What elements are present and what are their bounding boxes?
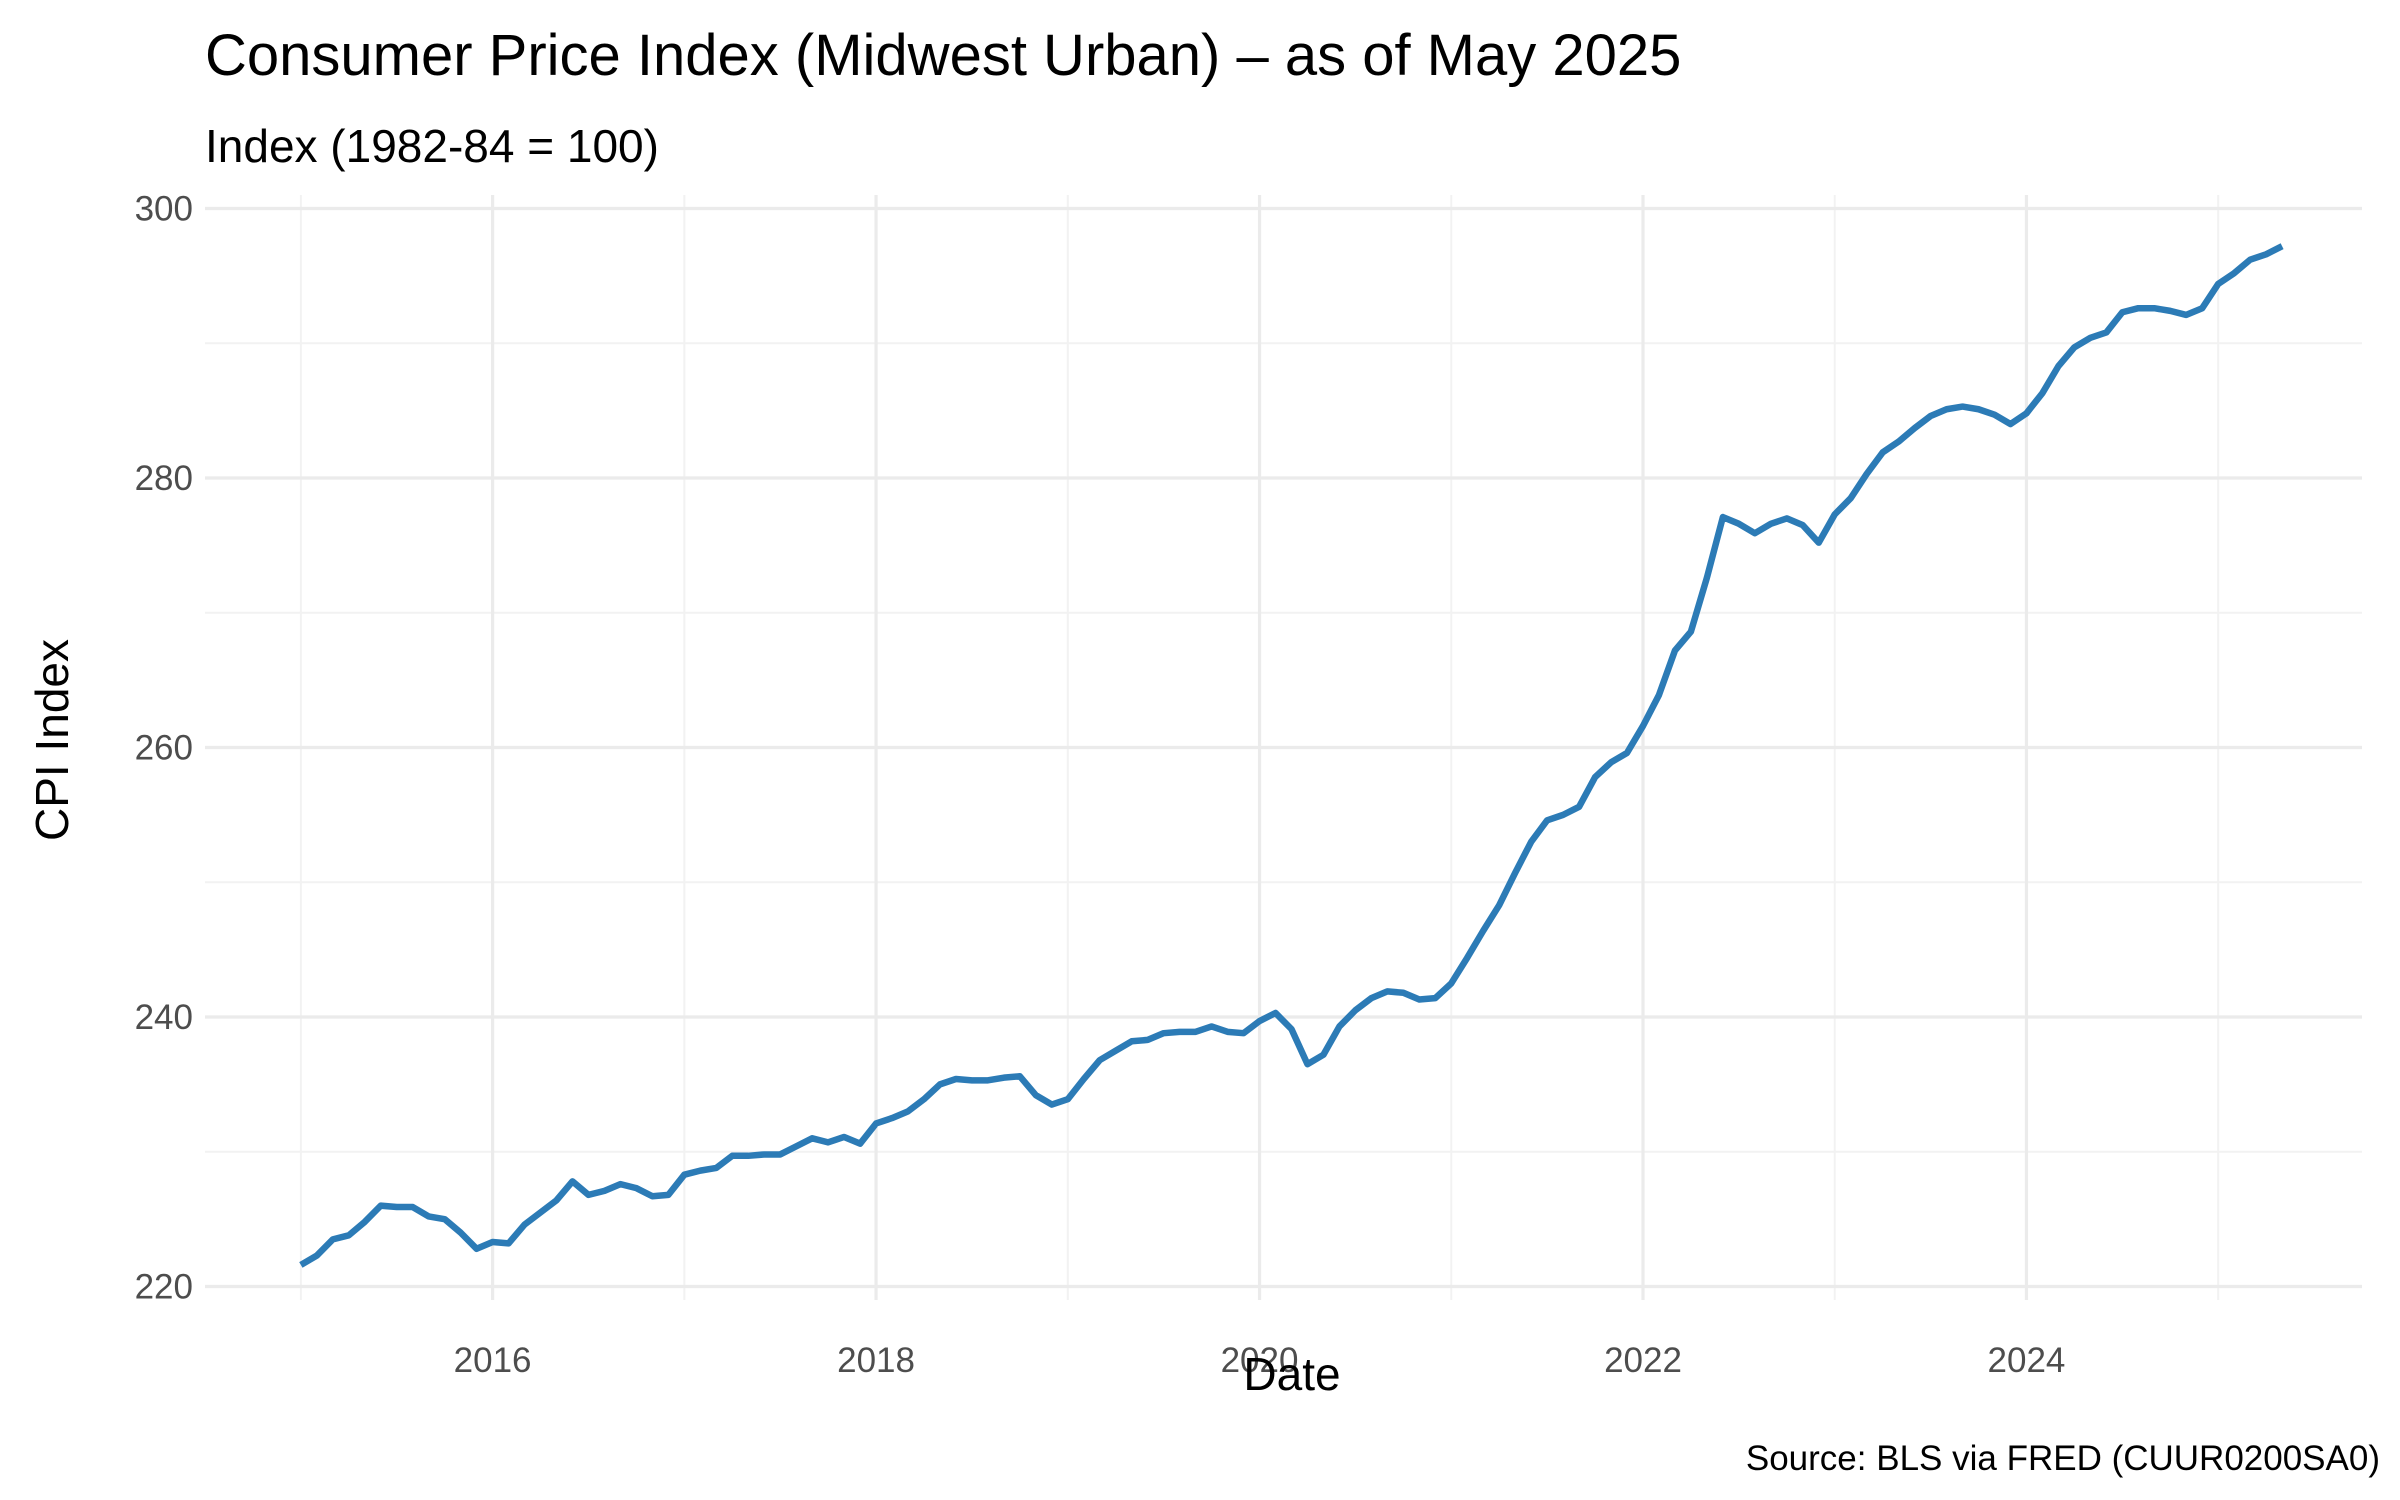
y-axis-title: CPI Index xyxy=(26,639,78,841)
x-tick-label-2024: 2024 xyxy=(1988,1341,2066,1380)
cpi-series-line xyxy=(299,243,2284,1268)
y-tick-label-260: 260 xyxy=(135,729,193,768)
x-axis-title: Date xyxy=(1243,1348,1340,1400)
y-tick-label-280: 280 xyxy=(135,459,193,498)
series-layer xyxy=(299,243,2284,1268)
x-axis-tick-labels: 2016 2018 2020 2022 2024 xyxy=(454,1341,2066,1380)
y-tick-label-300: 300 xyxy=(135,189,193,228)
y-tick-label-240: 240 xyxy=(135,998,193,1037)
chart-subtitle: Index (1982-84 = 100) xyxy=(205,120,659,172)
x-tick-label-2022: 2022 xyxy=(1604,1341,1682,1380)
x-tick-label-2016: 2016 xyxy=(454,1341,532,1380)
x-tick-label-2020: 2020 xyxy=(1221,1341,1299,1380)
y-axis-tick-labels: 220 240 260 280 300 xyxy=(135,189,193,1306)
x-tick-label-2018: 2018 xyxy=(837,1341,915,1380)
y-tick-label-220: 220 xyxy=(135,1268,193,1307)
major-gridlines xyxy=(205,195,2362,1300)
chart-title: Consumer Price Index (Midwest Urban) – a… xyxy=(205,23,1681,88)
chart-caption: Source: BLS via FRED (CUUR0200SA0) xyxy=(1746,1439,2380,1478)
